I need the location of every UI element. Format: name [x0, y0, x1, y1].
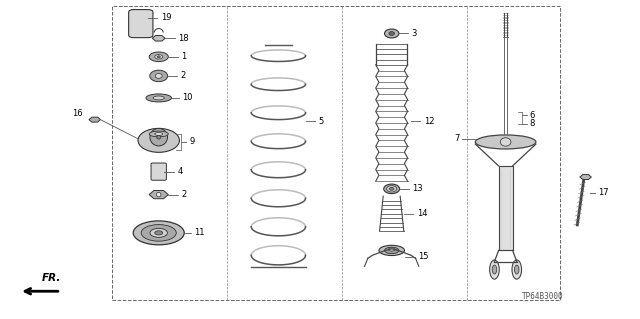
Text: 7: 7 [454, 134, 460, 143]
Ellipse shape [146, 94, 172, 102]
Ellipse shape [490, 260, 499, 279]
Ellipse shape [133, 221, 184, 245]
Ellipse shape [387, 186, 397, 192]
Text: 10: 10 [182, 93, 193, 102]
Text: TP64B3000: TP64B3000 [522, 292, 564, 300]
Ellipse shape [157, 192, 161, 197]
Text: 8: 8 [530, 119, 535, 128]
Text: 4: 4 [177, 167, 182, 176]
Ellipse shape [157, 56, 160, 58]
Ellipse shape [149, 131, 168, 137]
Ellipse shape [476, 135, 536, 149]
Ellipse shape [379, 245, 404, 256]
Text: 11: 11 [194, 228, 204, 237]
Ellipse shape [157, 135, 161, 139]
Ellipse shape [389, 32, 394, 35]
FancyBboxPatch shape [129, 10, 153, 38]
Ellipse shape [500, 138, 511, 146]
Ellipse shape [155, 133, 163, 136]
Ellipse shape [390, 188, 394, 190]
Ellipse shape [138, 129, 179, 152]
Ellipse shape [153, 96, 164, 100]
Ellipse shape [385, 247, 399, 254]
FancyBboxPatch shape [151, 163, 166, 180]
Text: 13: 13 [412, 184, 423, 193]
Text: 2: 2 [181, 190, 186, 199]
Text: 19: 19 [161, 13, 171, 22]
Text: 12: 12 [424, 117, 434, 126]
Ellipse shape [388, 248, 395, 251]
Ellipse shape [155, 55, 163, 59]
Bar [499, 166, 513, 250]
Ellipse shape [512, 260, 522, 279]
Text: 18: 18 [178, 34, 189, 43]
Ellipse shape [385, 29, 399, 38]
Ellipse shape [149, 52, 168, 62]
Text: 1: 1 [181, 52, 186, 61]
Ellipse shape [141, 225, 176, 241]
Text: 5: 5 [318, 117, 324, 126]
Text: 16: 16 [72, 109, 83, 118]
Ellipse shape [150, 70, 168, 82]
Ellipse shape [156, 73, 162, 78]
Text: 14: 14 [417, 209, 427, 218]
Ellipse shape [384, 184, 399, 194]
Text: 9: 9 [189, 137, 195, 146]
Ellipse shape [155, 231, 163, 235]
Text: 17: 17 [598, 189, 609, 197]
Text: 6: 6 [530, 111, 535, 120]
Ellipse shape [492, 265, 497, 274]
Bar [112, 6, 560, 300]
Ellipse shape [150, 129, 168, 146]
Text: FR.: FR. [42, 273, 61, 283]
Text: 15: 15 [418, 252, 428, 261]
Ellipse shape [515, 265, 519, 274]
Ellipse shape [150, 228, 168, 237]
Text: 2: 2 [180, 71, 186, 80]
Text: 3: 3 [412, 29, 417, 38]
